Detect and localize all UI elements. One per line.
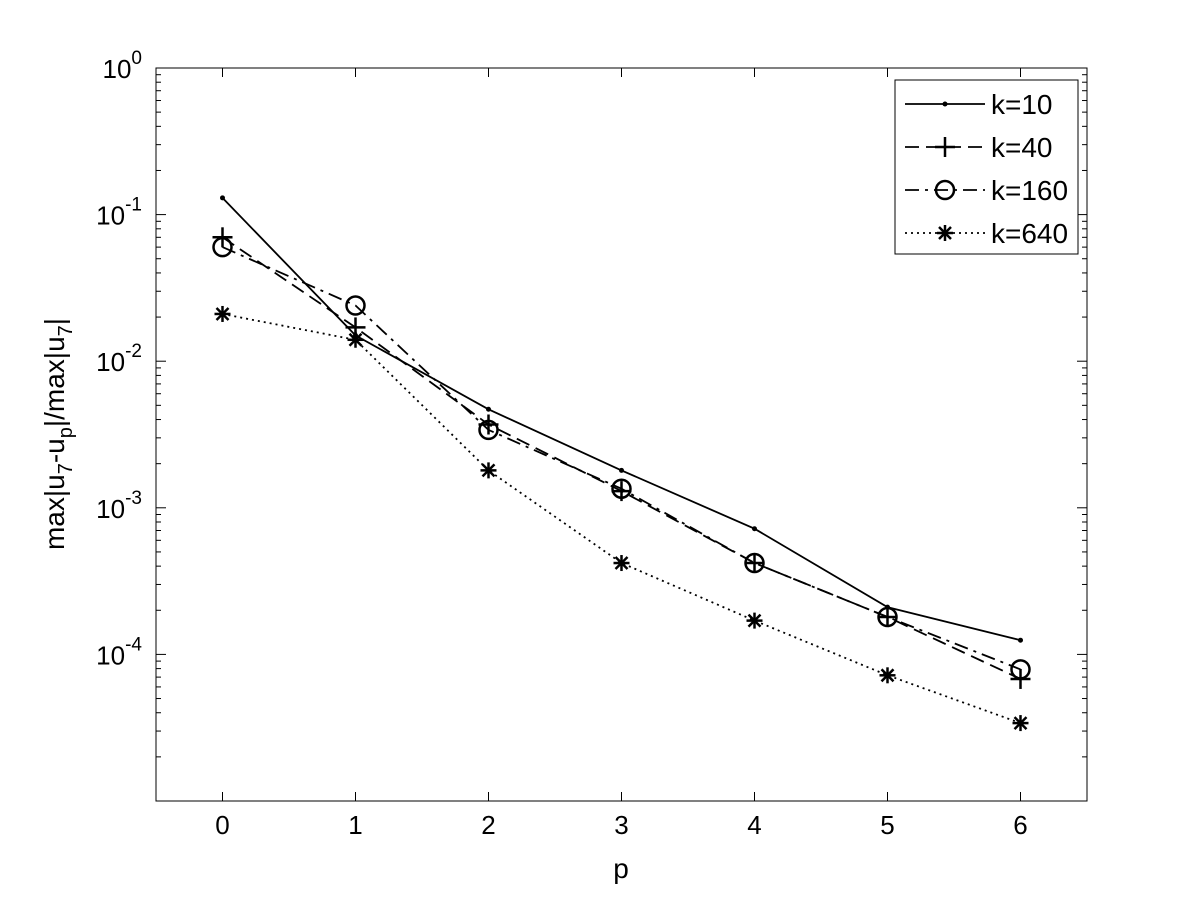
data-point [220, 195, 225, 201]
marker-circle [212, 236, 233, 258]
marker-dot [486, 406, 491, 412]
y-tick-exponent: 0 [131, 48, 142, 69]
data-point [478, 419, 499, 441]
legend-marker [934, 179, 956, 201]
x-tick-label: 2 [481, 810, 495, 840]
marker-circle [611, 478, 632, 499]
data-point [1010, 659, 1031, 680]
y-tick-base: 10 [96, 201, 125, 231]
data-point [1018, 637, 1023, 643]
marker-circle [478, 419, 499, 441]
data-point [752, 526, 757, 532]
legend-entry-k=640: k=640 [905, 218, 1068, 249]
plot-series [212, 195, 1031, 732]
marker-star-d2 [348, 332, 363, 347]
data-point [611, 478, 632, 499]
marker-circle [934, 179, 956, 201]
data-point [212, 236, 233, 258]
y-tick-base: 10 [96, 640, 125, 670]
marker-star-d2 [1013, 716, 1028, 730]
data-point [613, 555, 630, 572]
marker-dot [619, 467, 624, 473]
legend-label: k=10 [991, 89, 1053, 120]
marker-star-d2 [938, 226, 952, 240]
legend-label: k=160 [991, 175, 1068, 206]
y-axis-label: max|u7-up|/max|u7| [39, 318, 77, 550]
x-axis-label: p [613, 853, 629, 884]
y-tick-base: 10 [96, 494, 125, 524]
marker-star-d2 [614, 556, 629, 570]
marker-circle [345, 295, 366, 316]
x-tick-label: 0 [215, 810, 229, 840]
y-axis-label-part: max|u [39, 474, 70, 550]
data-point [1012, 715, 1029, 732]
marker-star-d2 [880, 668, 895, 683]
x-axis: 0 1 2 3 4 5 6 [215, 68, 1028, 840]
legend-box [894, 79, 1079, 255]
data-point [744, 553, 765, 574]
y-axis-label-part: | [39, 318, 70, 325]
y-tick-exponent: -3 [125, 488, 142, 509]
legend-entry-k=10: k=10 [905, 89, 1053, 120]
marker-dot [752, 526, 757, 532]
data-point [746, 612, 763, 629]
legend-marker [942, 101, 948, 107]
data-point [877, 606, 898, 627]
y-tick-exponent: -1 [125, 195, 142, 216]
marker-circle [1010, 659, 1031, 680]
x-tick-label: 5 [880, 810, 894, 840]
y-tick-exponent: -4 [125, 634, 142, 655]
marker-circle [744, 552, 765, 574]
series-k=160 [212, 236, 1031, 680]
y-tick-label: 100 [103, 48, 143, 84]
data-point [879, 667, 896, 684]
legend-label: k=640 [991, 218, 1068, 249]
y-axis-label-part: -u [39, 438, 70, 463]
y-axis-label-sub: 7 [55, 325, 77, 336]
series-line [222, 246, 1021, 671]
legend-entry-k=160: k=160 [905, 175, 1068, 206]
y-axis-label-sub: 7 [55, 463, 77, 474]
marker-star-d2 [215, 307, 230, 321]
legend-marker [937, 225, 953, 241]
x-tick-label: 6 [1013, 810, 1027, 840]
series-k=640 [214, 305, 1029, 732]
data-point [480, 462, 497, 479]
x-tick-label: 3 [614, 810, 628, 840]
data-point [619, 467, 624, 473]
y-tick-exponent: -2 [125, 341, 142, 362]
marker-circle [877, 606, 898, 628]
legend-marker [935, 137, 955, 157]
y-tick-label: 10-4 [96, 634, 142, 670]
data-point [486, 406, 491, 412]
y-axis-label-sub: p [55, 427, 77, 438]
data-point [347, 331, 364, 348]
legend: k=10 k=40 k=160 k=640 [894, 79, 1079, 255]
y-tick-label: 10-3 [96, 488, 142, 524]
marker-star-d2 [481, 463, 496, 478]
marker-dot [1018, 637, 1023, 643]
marker-star-d2 [747, 613, 762, 628]
y-axis-label-part: |/max|u [39, 336, 70, 427]
data-point [214, 305, 231, 322]
data-point [345, 295, 366, 316]
x-tick-label: 4 [747, 810, 761, 840]
y-tick-label: 10-1 [96, 195, 142, 231]
legend-entry-k=40: k=40 [905, 132, 1053, 163]
data-point [877, 606, 898, 628]
y-tick-base: 10 [96, 347, 125, 377]
legend-label: k=40 [991, 132, 1053, 163]
marker-dot [220, 195, 225, 201]
marker-dot [942, 101, 948, 107]
y-tick-label: 10-2 [96, 341, 142, 377]
x-tick-label: 1 [348, 810, 362, 840]
data-point [744, 552, 765, 574]
y-tick-base: 10 [103, 54, 132, 84]
